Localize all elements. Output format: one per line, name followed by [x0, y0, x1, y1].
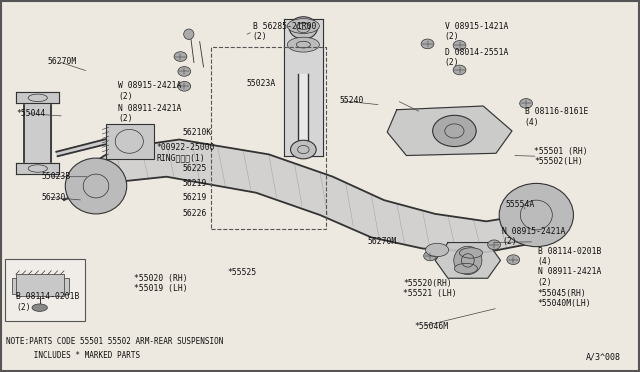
- Polygon shape: [16, 92, 59, 103]
- Bar: [5, 259, 85, 321]
- Bar: [211, 46, 326, 229]
- Text: 56219: 56219: [182, 193, 207, 202]
- Polygon shape: [56, 138, 110, 156]
- Text: 56226: 56226: [182, 209, 207, 218]
- Text: 56270M: 56270M: [48, 57, 77, 66]
- Ellipse shape: [460, 248, 483, 258]
- Ellipse shape: [453, 65, 466, 75]
- Text: *00922-25000
RINGリング(1): *00922-25000 RINGリング(1): [157, 143, 215, 162]
- Text: *55501 (RH)
*55502(LH): *55501 (RH) *55502(LH): [534, 147, 588, 166]
- Text: 56270M: 56270M: [368, 237, 397, 246]
- Ellipse shape: [424, 251, 436, 261]
- Text: 56225: 56225: [182, 164, 207, 173]
- Text: *55520(RH)
*55521 (LH): *55520(RH) *55521 (LH): [403, 279, 457, 298]
- Text: 56230: 56230: [42, 193, 66, 202]
- Text: 56210K: 56210K: [182, 128, 212, 137]
- Text: A/3^008: A/3^008: [586, 353, 621, 362]
- Text: *55046M: *55046M: [415, 322, 449, 331]
- Text: 56219: 56219: [182, 179, 207, 187]
- Polygon shape: [284, 19, 323, 156]
- Text: N 08911-2421A
(2): N 08911-2421A (2): [118, 104, 182, 123]
- Ellipse shape: [421, 39, 434, 49]
- Text: B 08116-8161E
(4): B 08116-8161E (4): [525, 108, 588, 127]
- Text: N 08915-2421A
(2): N 08915-2421A (2): [502, 227, 566, 246]
- Text: W 08915-2421A
(2): W 08915-2421A (2): [118, 81, 182, 101]
- Bar: [16, 274, 64, 296]
- Polygon shape: [16, 163, 59, 174]
- Polygon shape: [64, 140, 541, 252]
- Ellipse shape: [291, 140, 316, 159]
- Text: 55023A: 55023A: [246, 79, 276, 88]
- Text: 55023B: 55023B: [42, 172, 71, 181]
- Text: *55020 (RH)
*55019 (LH): *55020 (RH) *55019 (LH): [134, 274, 188, 293]
- Ellipse shape: [454, 246, 482, 275]
- Ellipse shape: [174, 52, 187, 61]
- Text: *55044: *55044: [16, 109, 45, 118]
- Text: *55525: *55525: [227, 268, 257, 277]
- Text: B 08114-0201B
(4): B 08114-0201B (4): [538, 247, 601, 266]
- Text: 55240: 55240: [339, 96, 364, 105]
- Text: B 56285-21R00
(2): B 56285-21R00 (2): [253, 22, 316, 41]
- Ellipse shape: [453, 41, 466, 50]
- Text: INCLUDES * MARKED PARTS: INCLUDES * MARKED PARTS: [6, 351, 141, 360]
- Polygon shape: [387, 106, 512, 155]
- Polygon shape: [298, 74, 308, 156]
- Ellipse shape: [433, 115, 476, 147]
- Text: B 08114-0201B
(2): B 08114-0201B (2): [16, 292, 79, 312]
- Bar: [106, 124, 154, 159]
- Polygon shape: [24, 96, 51, 168]
- Polygon shape: [435, 243, 500, 278]
- Text: NOTE:PARTS CODE 55501 55502 ARM-REAR SUSPENSION: NOTE:PARTS CODE 55501 55502 ARM-REAR SUS…: [6, 337, 224, 346]
- Text: N 08911-2421A
(2): N 08911-2421A (2): [538, 267, 601, 287]
- Text: D 08014-2551A
(2): D 08014-2551A (2): [445, 48, 508, 67]
- Ellipse shape: [520, 99, 532, 108]
- Ellipse shape: [32, 304, 47, 311]
- Ellipse shape: [184, 29, 194, 39]
- Ellipse shape: [454, 263, 477, 274]
- Text: V 08915-1421A
(2): V 08915-1421A (2): [445, 22, 508, 41]
- Ellipse shape: [507, 255, 520, 264]
- Ellipse shape: [178, 67, 191, 76]
- Ellipse shape: [178, 81, 191, 91]
- Ellipse shape: [287, 37, 319, 52]
- Ellipse shape: [289, 17, 317, 39]
- Ellipse shape: [287, 19, 319, 33]
- Bar: [12, 278, 69, 294]
- Ellipse shape: [65, 158, 127, 214]
- Text: *55045(RH)
*55040M(LH): *55045(RH) *55040M(LH): [538, 289, 591, 308]
- Ellipse shape: [426, 243, 449, 257]
- Ellipse shape: [499, 183, 573, 247]
- Text: 55554A: 55554A: [506, 200, 535, 209]
- Ellipse shape: [488, 240, 500, 250]
